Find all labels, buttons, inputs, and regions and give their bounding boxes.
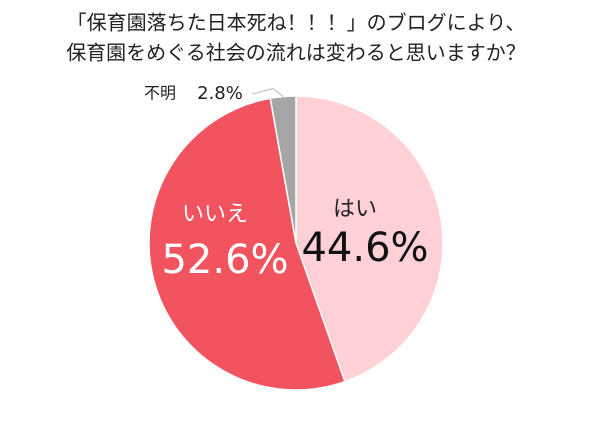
slice-label: いいえ: [182, 202, 248, 227]
pie-slice: [148, 97, 346, 391]
chart-title: 保育園をめぐる社会の流れは変わると思いますか？: [66, 41, 526, 65]
slice-value: 2.8%: [197, 83, 243, 104]
slice-label: はい: [333, 197, 377, 222]
slice-value: 52.6%: [161, 237, 288, 283]
slice-value: 44.6%: [301, 225, 428, 271]
pie-slice: [295, 95, 444, 383]
leader-line: [251, 88, 284, 97]
slice-label: 不明: [144, 84, 176, 103]
chart-title: 「保育園落ちた日本死ね！！！」のブログにより、: [67, 11, 526, 35]
pie-slice: [269, 95, 297, 244]
